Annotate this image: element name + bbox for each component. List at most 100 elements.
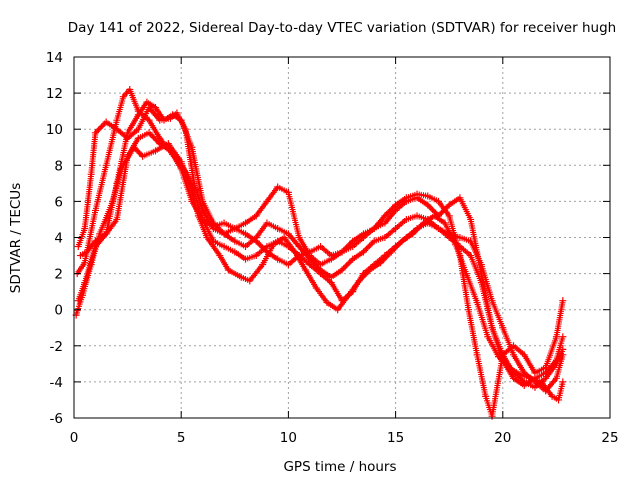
data-point-run — [85, 239, 97, 254]
data-point-run — [479, 263, 495, 302]
series-trace-5 — [72, 140, 567, 404]
data-point-run — [416, 213, 429, 222]
data-point-run — [383, 209, 398, 225]
data-point-run — [512, 344, 526, 357]
data-point-run — [297, 245, 312, 261]
data-point — [169, 111, 177, 119]
y-tick-label: -2 — [50, 339, 63, 355]
data-point-run — [468, 254, 484, 284]
data-point — [409, 230, 417, 238]
data-point-run — [522, 353, 537, 375]
y-tick-label: 10 — [46, 122, 63, 138]
data-point-run — [297, 236, 312, 257]
x-axis-label: GPS time / hours — [283, 459, 396, 475]
data-point-run — [383, 203, 398, 218]
x-tick-label: 20 — [494, 430, 511, 446]
data-point — [151, 104, 159, 112]
data-point — [338, 266, 346, 274]
data-point — [160, 116, 168, 124]
data-point — [284, 230, 292, 238]
data-point-run — [178, 160, 195, 194]
data-point — [495, 353, 503, 361]
data-point — [312, 284, 320, 292]
data-point-run — [330, 250, 344, 261]
data-point — [559, 378, 567, 386]
data-point-run — [426, 194, 440, 204]
data-point — [398, 237, 406, 245]
data-point-run — [88, 132, 99, 176]
data-point-run — [519, 372, 532, 381]
y-tick-label: 6 — [54, 194, 63, 210]
data-point-run — [400, 232, 414, 243]
data-point — [381, 212, 389, 220]
data-point-run — [478, 281, 495, 329]
y-tick-label: 12 — [46, 86, 63, 102]
data-point-run — [346, 279, 361, 297]
data-point-run — [166, 142, 183, 163]
data-point-run — [485, 335, 501, 358]
data-point-run — [336, 294, 351, 311]
data-point-run — [189, 191, 201, 217]
series-trace-4 — [74, 129, 567, 395]
data-point-run — [211, 221, 226, 236]
data-point — [349, 255, 357, 263]
data-point-run — [76, 227, 87, 248]
data-point — [355, 277, 363, 285]
data-point-run — [394, 196, 408, 207]
data-point — [130, 143, 138, 151]
y-tick-label: 8 — [54, 158, 63, 174]
data-point-run — [127, 88, 141, 113]
data-point-run — [314, 286, 329, 304]
x-tick-label: 5 — [177, 430, 186, 446]
data-point-run — [303, 268, 319, 290]
data-point-run — [82, 173, 94, 230]
data-point-run — [357, 268, 372, 283]
data-point-run — [489, 326, 505, 356]
data-point — [387, 248, 395, 256]
y-tick-label: 2 — [54, 267, 63, 283]
data-point-run — [512, 376, 526, 388]
data-point-run — [276, 226, 290, 236]
data-point — [499, 351, 507, 359]
data-point-run — [539, 380, 554, 398]
data-point-run — [319, 272, 333, 285]
data-point — [242, 219, 250, 227]
data-point — [338, 248, 346, 256]
data-point-run — [260, 243, 276, 266]
data-point-run — [104, 120, 119, 131]
data-point-run — [254, 221, 269, 239]
data-point-run — [153, 106, 166, 122]
data-point-run — [373, 221, 386, 231]
data-point-run — [405, 195, 418, 204]
data-point — [156, 140, 164, 148]
data-point-run — [512, 371, 526, 384]
data-point-run — [465, 308, 480, 356]
data-point-run — [459, 235, 472, 244]
data-point-run — [394, 199, 408, 212]
data-point-run — [523, 380, 536, 390]
data-point-run — [351, 232, 365, 243]
data-point-run — [474, 301, 491, 338]
data-point-run — [265, 185, 280, 203]
y-tick-label: -4 — [50, 375, 63, 391]
data-point-run — [411, 221, 425, 236]
x-tick-label: 15 — [387, 430, 404, 446]
data-point-run — [93, 164, 109, 212]
data-point-run — [244, 236, 258, 248]
data-point-run — [171, 112, 183, 123]
data-point — [102, 118, 110, 126]
chart-title: Day 141 of 2022, Sidereal Day-to-day VTE… — [68, 20, 616, 36]
data-point — [143, 98, 151, 106]
data-point-run — [362, 239, 376, 254]
series-layer — [72, 85, 567, 420]
data-point — [317, 270, 325, 278]
data-point-run — [544, 362, 559, 380]
data-point-run — [405, 191, 418, 201]
data-point-run — [340, 239, 355, 254]
data-point-run — [383, 227, 397, 239]
y-tick-label: 4 — [54, 231, 63, 247]
data-point-run — [362, 226, 375, 236]
data-point — [291, 248, 299, 256]
data-point-run — [80, 263, 94, 297]
